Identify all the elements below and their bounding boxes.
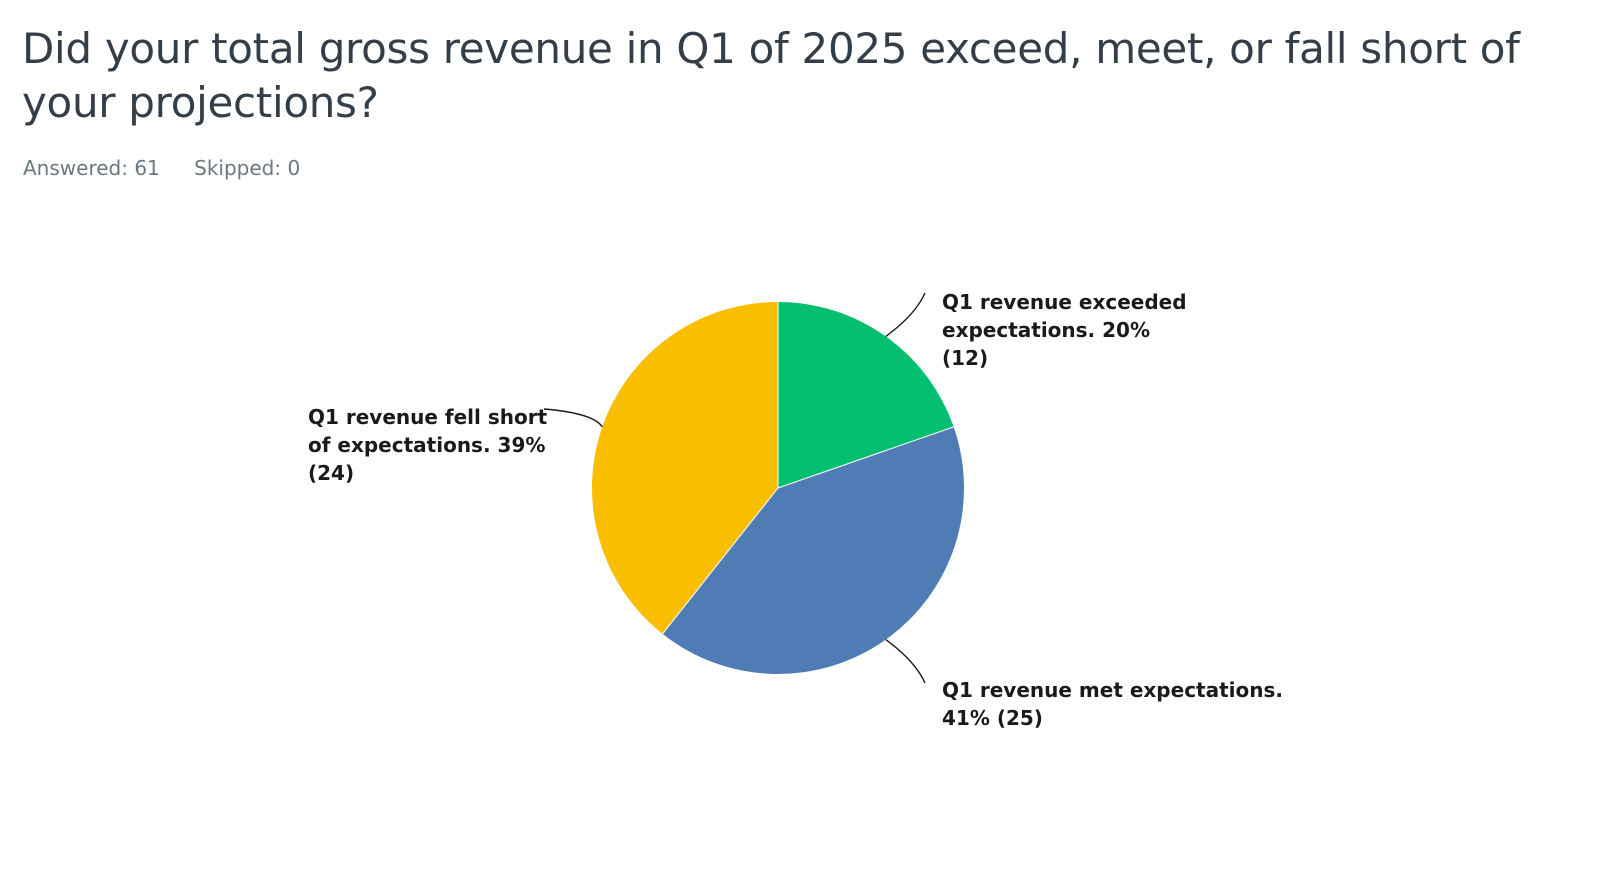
skipped-count: Skipped: 0 — [194, 156, 301, 180]
slice-separator — [777, 426, 954, 489]
pie-slice — [662, 426, 965, 675]
leader-line — [885, 639, 926, 684]
pie-slice — [778, 302, 954, 488]
answered-count: Answered: 61 — [23, 156, 160, 180]
response-stats: Answered: 61 Skipped: 0 — [23, 156, 328, 180]
slice-separator — [662, 487, 779, 635]
slice-label: Q1 revenue met expectations. 41% (25) — [942, 678, 1283, 730]
pie-slice — [591, 302, 778, 634]
slice-label: Q1 revenue fell short of expectations. 39… — [308, 405, 548, 485]
leader-line — [543, 408, 603, 428]
leader-line — [885, 292, 926, 337]
slice-label: Q1 revenue exceeded expectations. 20% (12) — [942, 290, 1187, 370]
question-title: Did your total gross revenue in Q1 of 20… — [22, 24, 1520, 127]
